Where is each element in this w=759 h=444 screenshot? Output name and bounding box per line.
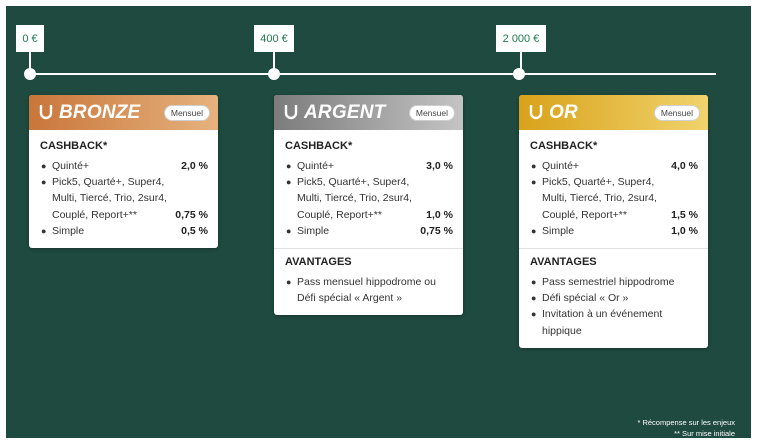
- cashback-value: 2,0 %: [181, 160, 208, 172]
- cashback-value: 1,5 %: [671, 208, 698, 221]
- cashback-value: 0,5 %: [181, 224, 208, 237]
- threshold-label-argent: 400 €: [254, 25, 294, 72]
- cashback-label: Quinté+: [297, 160, 335, 172]
- cashback-row: ● Quinté+ 4,0 %: [530, 158, 698, 174]
- tier-card-or: OR Mensuel CASHBACK* ● Quinté+ 4,0 % ● Pick…: [519, 95, 708, 348]
- cashback-value: 3,0 %: [426, 160, 453, 172]
- cashback-row: ● Simple 0,5 %: [40, 223, 208, 239]
- advantages-section: AVANTAGES ● Pass mensuel hippodrome ou Dé…: [274, 248, 463, 315]
- footnote-enjeux: * Récompense sur les enjeux: [637, 418, 735, 427]
- tier-header-bronze: BRONZE Mensuel: [29, 95, 218, 130]
- cashback-title: CASHBACK*: [40, 140, 108, 152]
- footnotes: * Récompense sur les enjeux ** Sur mise …: [637, 417, 735, 439]
- cashback-label: Simple: [297, 224, 330, 237]
- threshold-label-or: 2 000 €: [496, 25, 546, 72]
- advantage-label: Pass semestriel hippodrome: [542, 276, 675, 289]
- period-badge: Mensuel: [163, 104, 210, 121]
- cashback-label: Simple: [542, 224, 575, 237]
- cashback-label: Quinté+: [52, 160, 90, 172]
- cashback-label: Quinté+: [542, 160, 580, 172]
- advantage-label: Pass mensuel hippodrome ou Défi spécial …: [297, 276, 436, 305]
- advantage-item: ● Invitation à un événement hippique: [530, 306, 698, 338]
- tier-card-argent: ARGENT Mensuel CASHBACK* ● Quinté+ 3,0 % ●…: [274, 95, 463, 316]
- cashback-section: CASHBACK* ● Quinté+ 4,0 % ● Pick5, Quarté+,…: [519, 130, 708, 248]
- period-badge: Mensuel: [653, 104, 700, 121]
- cashback-row: ● Simple 0,75 %: [285, 223, 453, 239]
- cashback-label: Pick5, Quarté+, Super4, Multi, Tiercé, T…: [297, 176, 412, 221]
- timeline-dot-argent: [268, 68, 280, 80]
- cashback-row: ● Simple 1,0 %: [530, 223, 698, 239]
- cashback-title: CASHBACK*: [530, 140, 598, 152]
- cashback-value: 4,0 %: [671, 160, 698, 172]
- timeline-dot-or: [513, 68, 525, 80]
- tier-header-or: OR Mensuel: [519, 95, 708, 130]
- advantage-label: Défi spécial « Or »: [542, 292, 629, 305]
- tier-header-argent: ARGENT Mensuel: [274, 95, 463, 130]
- cashback-value: 1,0 %: [426, 208, 453, 221]
- cashback-row: ● Pick5, Quarté+, Super4, Multi, Tiercé, …: [40, 174, 208, 223]
- advantages-title: AVANTAGES: [285, 256, 352, 269]
- cashback-row: ● Pick5, Quarté+, Super4, Multi, Tiercé, …: [530, 174, 698, 223]
- tier-name: OR: [549, 101, 578, 123]
- horseshoe-icon: [39, 104, 55, 122]
- advantages-title: AVANTAGES: [530, 256, 597, 269]
- tier-name: BRONZE: [59, 101, 141, 123]
- advantages-section: AVANTAGES ● Pass semestriel hippodrome ● D…: [519, 248, 708, 348]
- cashback-label: Pick5, Quarté+, Super4, Multi, Tiercé, T…: [52, 176, 167, 221]
- cashback-section: CASHBACK* ● Quinté+ 3,0 % ● Pick5, Quarté+,…: [274, 130, 463, 248]
- horseshoe-icon: [284, 104, 300, 122]
- footnote-mise: ** Sur mise initiale: [674, 429, 735, 438]
- cashback-row: ● Pick5, Quarté+, Super4, Multi, Tiercé, …: [285, 174, 453, 223]
- cashback-label: Pick5, Quarté+, Super4, Multi, Tiercé, T…: [542, 176, 657, 221]
- cashback-title: CASHBACK*: [285, 140, 353, 152]
- cashback-label: Simple: [52, 224, 85, 237]
- advantage-item: ● Défi spécial « Or »: [530, 290, 698, 306]
- cashback-row: ● Quinté+ 2,0 %: [40, 158, 208, 174]
- cashback-row: ● Quinté+ 3,0 %: [285, 158, 453, 174]
- cashback-section: CASHBACK* ● Quinté+ 2,0 % ● Pick5, Quarté+,…: [29, 130, 218, 248]
- cashback-value: 1,0 %: [671, 224, 698, 237]
- advantage-item: ● Pass semestriel hippodrome: [530, 274, 698, 290]
- tier-name: ARGENT: [304, 101, 386, 123]
- loyalty-tiers-panel: 0 € 400 € 2 000 € BRONZE Mensuel CASHBAC…: [6, 6, 751, 438]
- horseshoe-icon: [529, 104, 545, 122]
- timeline-dot-bronze: [24, 68, 36, 80]
- advantage-item: ● Pass mensuel hippodrome ou Défi spécial…: [285, 274, 453, 306]
- cashback-value: 0,75 %: [420, 224, 453, 237]
- advantage-label: Invitation à un événement hippique: [542, 308, 663, 337]
- tier-card-bronze: BRONZE Mensuel CASHBACK* ● Quinté+ 2,0 % ●…: [29, 95, 218, 249]
- period-badge: Mensuel: [408, 104, 455, 121]
- cashback-value: 0,75 %: [175, 208, 208, 221]
- threshold-label-bronze: 0 €: [16, 25, 44, 72]
- timeline-line: [35, 73, 716, 75]
